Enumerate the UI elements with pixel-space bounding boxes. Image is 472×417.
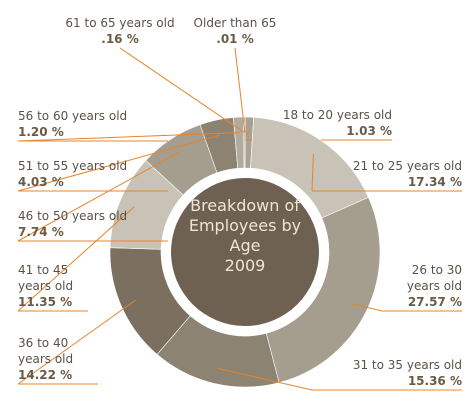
value-label: 15.36 %	[407, 374, 462, 388]
slice-label: 18 to 20 years old 1.03 %	[242, 107, 392, 139]
leader-line	[17, 299, 136, 385]
value-label: 1.20 %	[18, 125, 64, 139]
slice-label: 41 to 45 years old 11.35 %	[18, 262, 88, 310]
center-label: Breakdown of Employees by Age 2009	[185, 196, 305, 276]
slice-label: 31 to 35 years old 15.36 %	[312, 357, 462, 389]
value-label: .16 %	[101, 32, 139, 46]
value-label: 7.74 %	[18, 225, 64, 239]
value-label: 4.03 %	[18, 175, 64, 189]
category-label: 61 to 65 years old	[65, 16, 175, 30]
category-label: 31 to 35 years old	[352, 358, 462, 372]
value-label: 11.35 %	[18, 295, 73, 309]
slice-label: 51 to 55 years old 4.03 %	[18, 158, 168, 190]
slice-label: 46 to 50 years old 7.74 %	[18, 208, 168, 240]
slice-label: 56 to 60 years old 1.20 %	[18, 108, 168, 140]
slice-label: Older than 65 .01 %	[190, 15, 280, 47]
category-label: Older than 65	[193, 16, 277, 30]
category-label: 21 to 25 years old	[352, 159, 462, 173]
slice-label: 36 to 40 years old 14.22 %	[18, 335, 98, 383]
category-label: 56 to 60 years old	[18, 109, 128, 123]
leader-line	[311, 153, 314, 192]
value-label: 27.57 %	[407, 295, 462, 309]
category-label: 18 to 20 years old	[282, 108, 392, 122]
category-label: 46 to 50 years old	[18, 209, 128, 223]
category-label: 26 to 30 years old	[406, 263, 462, 293]
donut-slice	[265, 196, 381, 383]
slice-label: 21 to 25 years old 17.34 %	[312, 158, 462, 190]
value-label: 17.34 %	[407, 175, 462, 189]
category-label: 41 to 45 years old	[18, 263, 74, 293]
leader-line	[17, 132, 240, 142]
slice-label: 61 to 65 years old .16 %	[55, 15, 185, 47]
leader-line	[217, 367, 313, 391]
leader-line	[17, 206, 135, 312]
value-label: 1.03 %	[346, 124, 392, 138]
leader-line	[17, 134, 220, 192]
chart-subtitle: 2009	[224, 256, 266, 275]
value-label: .01 %	[216, 32, 254, 46]
category-label: 51 to 55 years old	[18, 159, 128, 173]
center-disc	[171, 178, 319, 326]
leader-line	[234, 47, 246, 133]
slice-label: 26 to 30 years old 27.57 %	[382, 262, 462, 310]
category-label: 36 to 40 years old	[18, 336, 74, 366]
leader-line	[119, 47, 245, 133]
leader-line	[352, 303, 383, 312]
leader-line	[17, 151, 180, 242]
chart-title: Breakdown of Employees by Age	[188, 196, 302, 255]
value-label: 14.22 %	[18, 368, 73, 382]
